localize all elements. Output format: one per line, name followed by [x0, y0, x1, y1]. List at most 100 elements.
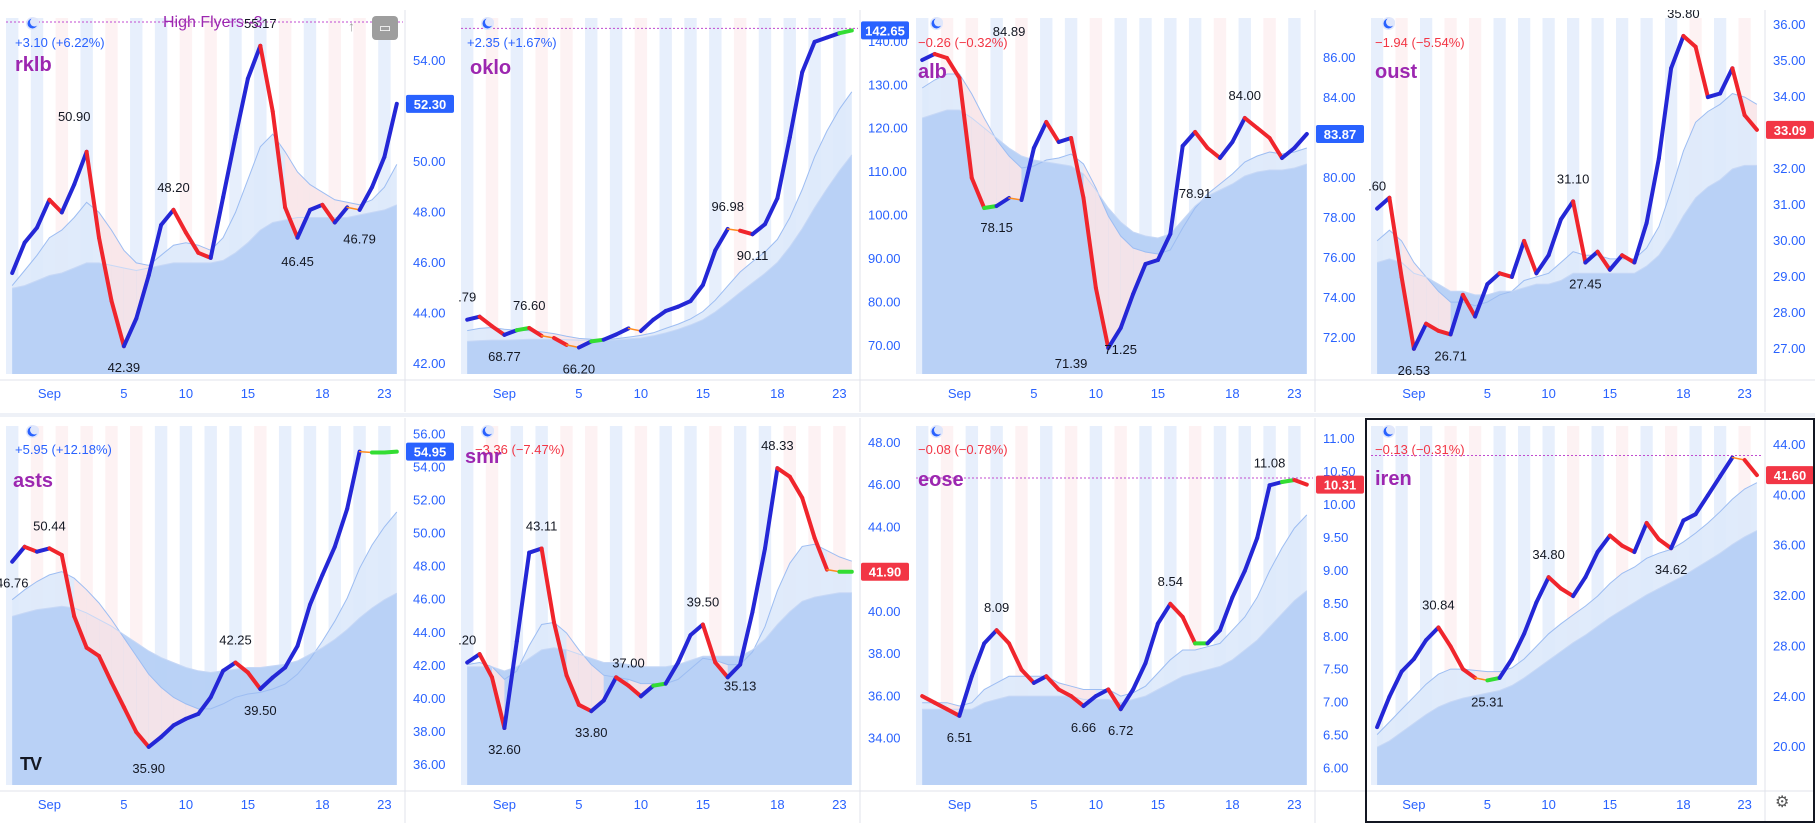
x-tick-label: Sep — [38, 386, 61, 401]
chart-svg-rklb[interactable]: 50.90 42.39 48.20 55.17 46.45 46.79 42.00 44.00… — [0, 10, 455, 412]
moon-icon[interactable] — [481, 17, 494, 30]
price-segment — [134, 273, 151, 321]
price-segment — [1607, 533, 1625, 548]
last-price-badge — [1316, 125, 1364, 143]
chart-panel-eose[interactable]: 6.51 8.09 6.66 6.72 8.54 11.08 6.00 6.50 7.00 7.5… — [910, 418, 1365, 823]
fast-ma-line — [1376, 482, 1758, 735]
y-tick-label: 24.00 — [1773, 689, 1806, 704]
y-tick-label: 54.00 — [413, 53, 446, 68]
moon-icon[interactable] — [930, 425, 943, 438]
x-tick-label: 18 — [1676, 797, 1690, 812]
price-segment — [490, 675, 507, 730]
price-segment — [1583, 550, 1600, 580]
chart-svg-alb[interactable]: 84.89 78.15 71.39 71.25 78.91 84.00 72.00 74.00… — [910, 10, 1365, 412]
price-segment — [514, 550, 532, 644]
scroll-up-icon[interactable]: ↑ — [348, 18, 355, 34]
last-price-label: 33.09 — [1774, 123, 1807, 138]
screenshot-button[interactable]: ▭ — [372, 16, 398, 40]
pivot-label: 11.08 — [1254, 455, 1286, 470]
chart-panel-alb[interactable]: 84.89 78.15 71.39 71.25 78.91 84.00 72.00 74.00… — [910, 10, 1365, 412]
pivot-label: 6.51 — [947, 730, 972, 745]
highlight-band — [1469, 18, 1482, 374]
price-segment — [1242, 536, 1260, 573]
x-tick-label: 5 — [120, 797, 127, 812]
price-segment — [1131, 262, 1148, 296]
price-change: +3.10 (+6.22%) — [15, 35, 105, 50]
pivot-label: 84.89 — [993, 24, 1026, 39]
price-segment — [84, 645, 101, 658]
chart-panel-iren[interactable]: 30.84 25.31 34.80 34.62 20.00 24.00 28.00 32.00… — [1365, 418, 1815, 823]
chart-panel-asts[interactable]: 46.76 50.44 35.90 42.25 39.50 36.00 38.00 40.00… — [0, 418, 455, 823]
price-segment — [121, 316, 139, 349]
price-change: +5.95 (+12.18%) — [15, 442, 112, 457]
slow-ma-line — [922, 109, 1307, 239]
moon-icon[interactable] — [930, 17, 943, 30]
chart-svg-asts[interactable]: 46.76 50.44 35.90 42.25 39.50 36.00 38.00 40.00… — [0, 418, 455, 823]
chart-panel-smr[interactable]: .20 32.60 43.11 33.80 37.00 39.50 35.13 48.33 34… — [455, 418, 910, 823]
price-segment — [258, 675, 275, 691]
price-segment — [1168, 144, 1185, 236]
highlight-band — [461, 18, 474, 374]
price-segment — [1218, 140, 1235, 160]
price-segment — [1644, 156, 1661, 225]
price-segment — [1546, 217, 1563, 258]
price-segment — [1632, 521, 1649, 554]
chart-panel-oklo[interactable]: .79 68.77 76.60 66.20 96.98 90.11 70.00 80.00 90… — [455, 10, 910, 412]
price-segment — [1474, 677, 1489, 682]
moon-icon[interactable] — [1382, 17, 1395, 30]
moon-icon[interactable] — [481, 425, 494, 438]
price-segment — [725, 662, 743, 680]
price-segment — [1069, 694, 1086, 708]
price-segment — [614, 675, 631, 688]
moon-icon[interactable] — [26, 425, 39, 438]
price-segment — [35, 546, 52, 554]
price-segment — [370, 154, 387, 190]
chart-svg-smr[interactable]: .20 32.60 43.11 33.80 37.00 39.50 35.13 48.33 34… — [455, 418, 910, 823]
price-segment — [627, 327, 642, 332]
price-segment — [826, 568, 841, 573]
y-tick-label: 70.00 — [868, 338, 901, 353]
y-tick-label: 46.00 — [413, 255, 446, 270]
price-segment — [1280, 478, 1297, 484]
pivot-label: 37.00 — [612, 656, 645, 671]
price-segment — [527, 326, 544, 338]
price-change: −0.13 (−0.31%) — [1375, 442, 1465, 457]
chart-svg-eose[interactable]: 6.51 8.09 6.66 6.72 8.54 11.08 6.00 6.50 7.00 7.5… — [910, 418, 1365, 823]
price-segment — [357, 185, 374, 212]
symbol-title: oklo — [470, 57, 512, 79]
y-tick-label: 38.00 — [868, 646, 901, 661]
highlight-band — [1395, 426, 1408, 785]
pivot-label: 6.66 — [1071, 720, 1096, 735]
price-segment — [688, 622, 705, 638]
chart-svg-iren[interactable]: 30.84 25.31 34.80 34.62 20.00 24.00 28.00 32.00… — [1365, 418, 1815, 823]
chart-panel-oust[interactable]: .60 26.53 26.71 31.10 27.45 35.80 27.00 28.00 29… — [1365, 6, 1815, 412]
pivot-label: 35.90 — [132, 761, 165, 776]
moon-icon[interactable] — [1382, 425, 1395, 438]
chart-svg-oklo[interactable]: .79 68.77 76.60 66.20 96.98 90.11 70.00 80.00 90… — [455, 10, 910, 412]
bearish-zone — [297, 172, 310, 238]
y-tick-label: 44.00 — [413, 625, 446, 640]
price-segment — [663, 304, 681, 313]
price-segment — [233, 76, 250, 139]
price-segment — [1255, 483, 1272, 540]
price-change: −3.36 (−7.47%) — [475, 442, 565, 457]
x-tick-label: 10 — [1541, 386, 1555, 401]
y-tick-label: 6.00 — [1323, 761, 1348, 776]
price-segment — [1106, 687, 1123, 712]
price-segment — [84, 149, 101, 240]
chart-panel-rklb[interactable]: 50.90 42.39 48.20 55.17 46.45 46.79 42.00 44.00… — [0, 10, 455, 412]
y-tick-label: 7.50 — [1323, 662, 1348, 677]
moon-icon[interactable] — [26, 17, 39, 30]
fast-ma-line — [11, 133, 398, 286]
price-segment — [1460, 667, 1478, 680]
settings-gear-icon[interactable]: ⚙ — [1775, 794, 1790, 811]
y-tick-label: 10.00 — [1323, 497, 1356, 512]
price-segment — [1180, 130, 1198, 148]
y-tick-label: 100.00 — [868, 208, 908, 223]
price-segment — [994, 628, 1011, 646]
x-tick-label: 15 — [1151, 386, 1165, 401]
price-segment — [1093, 687, 1111, 699]
y-tick-label: 9.50 — [1323, 530, 1348, 545]
price-segment — [1681, 34, 1698, 49]
